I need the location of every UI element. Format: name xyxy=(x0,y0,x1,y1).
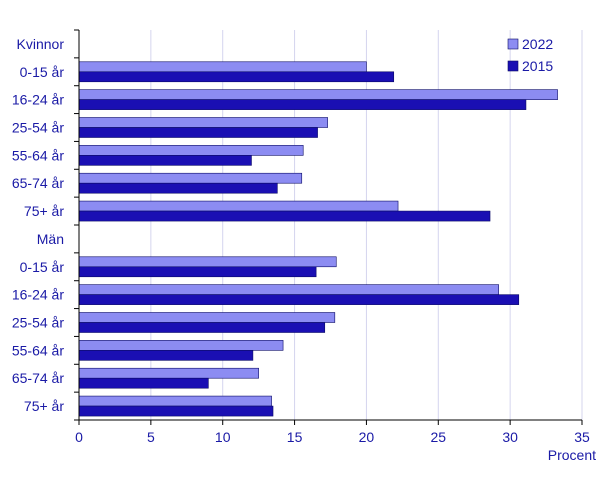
bar-2022 xyxy=(78,256,337,268)
category-label: 55-64 år xyxy=(12,147,64,163)
bar-2015 xyxy=(78,99,527,110)
bar-2022 xyxy=(78,340,284,351)
bar-2022 xyxy=(78,89,558,100)
category-label: Kvinnor xyxy=(17,36,65,52)
legend-label-2015: 2015 xyxy=(522,58,553,74)
x-tick-label: 10 xyxy=(215,429,231,445)
bar-2022 xyxy=(78,145,304,156)
x-tick-label: 5 xyxy=(147,429,155,445)
x-tick-label: 30 xyxy=(502,429,518,445)
bar-2015 xyxy=(78,71,395,83)
legend: 2022 2015 xyxy=(507,36,553,74)
bar-2022 xyxy=(78,312,336,323)
x-tick-label: 20 xyxy=(359,429,375,445)
bar-2022 xyxy=(78,61,367,73)
bar-2022 xyxy=(78,200,399,212)
x-axis-label: Procent xyxy=(548,447,596,463)
category-label: 16-24 år xyxy=(12,287,64,303)
bar-2015 xyxy=(78,210,491,222)
bar-2022 xyxy=(78,117,328,128)
category-label: 0-15 år xyxy=(20,259,65,275)
grid-lines xyxy=(150,30,583,420)
category-label: 0-15 år xyxy=(20,64,65,80)
x-tick-label: 35 xyxy=(574,429,590,445)
bar-2015 xyxy=(78,127,318,138)
x-tick-label: 0 xyxy=(75,429,83,445)
axes xyxy=(74,29,583,425)
bar-2015 xyxy=(78,182,278,194)
bar-2015 xyxy=(78,350,254,361)
category-label: 25-54 år xyxy=(12,315,64,331)
category-label: 55-64 år xyxy=(12,342,64,358)
bar-2022 xyxy=(78,395,272,407)
category-label: 25-54 år xyxy=(12,120,64,136)
legend-swatch-2015 xyxy=(507,60,519,72)
legend-label-2022: 2022 xyxy=(522,36,553,52)
bar-2015 xyxy=(78,322,326,333)
category-label: 65-74 år xyxy=(12,370,64,386)
x-tick-labels: 0 5 10 15 20 25 30 35 xyxy=(75,429,590,445)
category-label: 65-74 år xyxy=(12,175,64,191)
category-label: Män xyxy=(37,231,64,247)
category-labels: Kvinnor 0-15 år 16-24 år 25-54 år 55-64 år 65… xyxy=(12,36,64,414)
x-tick-label: 25 xyxy=(430,429,446,445)
legend-swatch-2022 xyxy=(507,38,519,50)
bar-2022 xyxy=(78,284,499,295)
bar-2015 xyxy=(78,405,274,417)
x-tick-label: 15 xyxy=(287,429,303,445)
bar-2015 xyxy=(78,294,520,305)
bar-2022 xyxy=(78,172,303,184)
bar-2015 xyxy=(78,155,252,166)
category-label: 16-24 år xyxy=(12,92,64,108)
category-label: 75+ år xyxy=(24,203,64,219)
category-label: 75+ år xyxy=(24,398,64,414)
bar-2015 xyxy=(78,266,317,278)
bar-2022 xyxy=(78,367,259,379)
bar-2015 xyxy=(78,377,209,389)
